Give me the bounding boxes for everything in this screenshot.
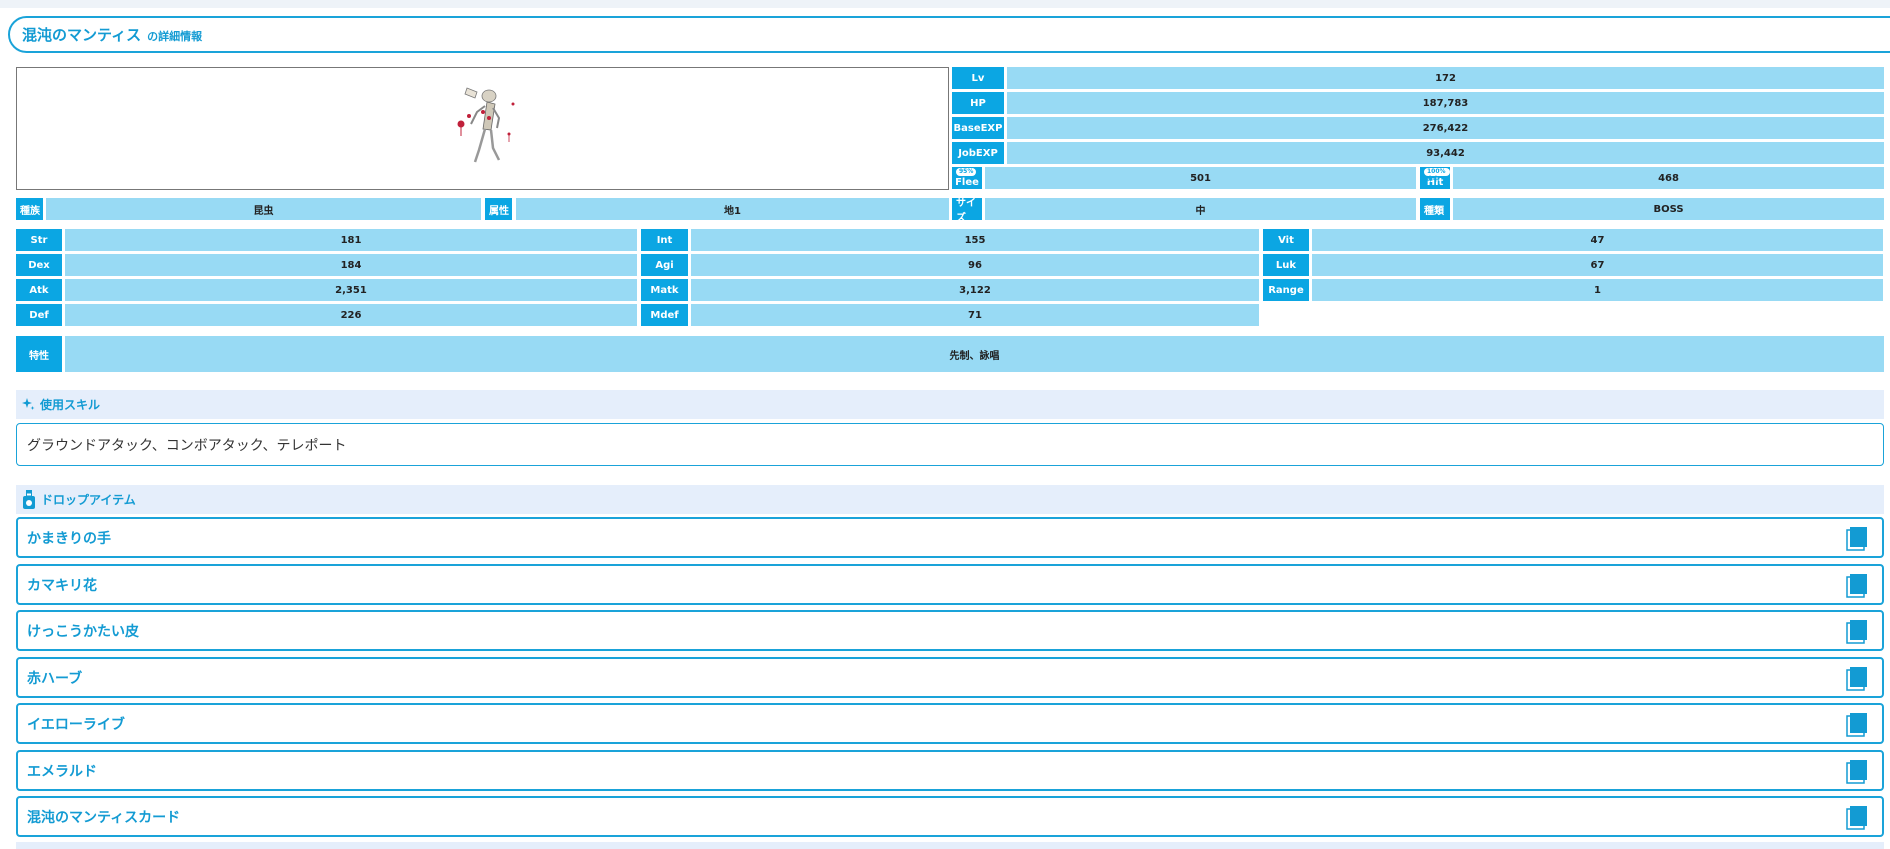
- baseexp-label: BaseEXP: [952, 117, 1004, 139]
- drop-item-name[interactable]: イエローライブ: [27, 716, 125, 733]
- int-value: 155: [691, 229, 1259, 251]
- luk-value: 67: [1312, 254, 1883, 276]
- type-label: 種類: [1420, 198, 1450, 220]
- skills-section-header: 使用スキル: [16, 390, 1884, 419]
- str-label: Str: [16, 229, 62, 251]
- page-title: 混沌のマンティス: [22, 26, 142, 44]
- element-label: 属性: [485, 198, 512, 220]
- flee-rate-badge: 95%: [956, 168, 977, 176]
- drop-item-row[interactable]: エメラルド: [16, 750, 1884, 791]
- luk-label: Luk: [1263, 254, 1309, 276]
- jobexp-label: JobEXP: [952, 142, 1004, 164]
- def-label: Def: [16, 304, 62, 326]
- drop-item-row[interactable]: カマキリ花: [16, 564, 1884, 605]
- size-value: 中: [985, 198, 1416, 220]
- drop-item-row[interactable]: 赤ハーブ: [16, 657, 1884, 698]
- lv-value: 172: [1007, 67, 1884, 89]
- lv-label: Lv: [952, 67, 1004, 89]
- drop-item-name[interactable]: エメラルド: [27, 763, 97, 780]
- skills-list: グラウンドアタック、コンボアタック、テレポート: [16, 423, 1884, 466]
- drop-item-row[interactable]: イエローライブ: [16, 703, 1884, 744]
- flee-label: 95% Flee: [952, 167, 982, 189]
- potion-bottle-icon: [22, 489, 36, 510]
- hit-value: 468: [1453, 167, 1884, 189]
- page-title-bar: 混沌のマンティス の詳細情報: [8, 16, 1890, 53]
- drop-item-name[interactable]: カマキリ花: [27, 577, 97, 594]
- element-value: 地1: [516, 198, 949, 220]
- book-icon[interactable]: [1846, 526, 1868, 551]
- baseexp-value: 276,422: [1007, 117, 1884, 139]
- mdef-value: 71: [691, 304, 1259, 326]
- flee-value: 501: [985, 167, 1416, 189]
- book-icon[interactable]: [1846, 666, 1868, 691]
- matk-value: 3,122: [691, 279, 1259, 301]
- book-icon[interactable]: [1846, 619, 1868, 644]
- skills-heading: 使用スキル: [40, 398, 101, 412]
- book-icon[interactable]: [1846, 805, 1868, 830]
- drop-item-row[interactable]: かまきりの手: [16, 517, 1884, 558]
- hp-label: HP: [952, 92, 1004, 114]
- str-value: 181: [65, 229, 637, 251]
- type-value: BOSS: [1453, 198, 1884, 220]
- atk-label: Atk: [16, 279, 62, 301]
- monster-image-frame: [16, 67, 949, 190]
- book-icon[interactable]: [1846, 712, 1868, 737]
- drops-heading: ドロップアイテム: [41, 493, 136, 507]
- book-icon[interactable]: [1846, 573, 1868, 598]
- hit-rate-badge: 100%命中: [1424, 168, 1450, 183]
- hit-label: 100%命中 Hit: [1420, 167, 1450, 189]
- top-strip: [0, 0, 1890, 8]
- matk-label: Matk: [641, 279, 688, 301]
- drop-item-name[interactable]: けっこうかたい皮: [27, 623, 139, 640]
- race-value: 昆虫: [46, 198, 481, 220]
- page-subtitle: の詳細情報: [147, 29, 203, 43]
- sparkle-icon: [22, 398, 35, 411]
- vit-value: 47: [1312, 229, 1883, 251]
- def-value: 226: [65, 304, 637, 326]
- monster-sprite-icon: [457, 87, 515, 163]
- drops-section-header: ドロップアイテム: [16, 485, 1884, 514]
- bottom-strip: [16, 842, 1884, 849]
- atk-value: 2,351: [65, 279, 637, 301]
- drop-item-name[interactable]: 赤ハーブ: [27, 670, 83, 687]
- int-label: Int: [641, 229, 688, 251]
- size-label: サイズ: [952, 198, 982, 224]
- drop-item-name[interactable]: かまきりの手: [27, 530, 111, 547]
- vit-label: Vit: [1263, 229, 1309, 251]
- book-icon[interactable]: [1846, 759, 1868, 784]
- drop-item-name[interactable]: 混沌のマンティスカード: [27, 809, 181, 826]
- flee-label-text: Flee: [955, 176, 979, 188]
- agi-label: Agi: [641, 254, 688, 276]
- mdef-label: Mdef: [641, 304, 688, 326]
- traits-label: 特性: [16, 336, 62, 372]
- agi-value: 96: [691, 254, 1259, 276]
- range-value: 1: [1312, 279, 1883, 301]
- drop-item-row[interactable]: 混沌のマンティスカード: [16, 796, 1884, 837]
- dex-label: Dex: [16, 254, 62, 276]
- hit-label-text: Hit: [1427, 177, 1444, 188]
- race-label: 種族: [16, 198, 43, 220]
- dex-value: 184: [65, 254, 637, 276]
- traits-value: 先制、詠唱: [65, 336, 1884, 372]
- hp-value: 187,783: [1007, 92, 1884, 114]
- range-label: Range: [1263, 279, 1309, 301]
- drop-item-row[interactable]: けっこうかたい皮: [16, 610, 1884, 651]
- jobexp-value: 93,442: [1007, 142, 1884, 164]
